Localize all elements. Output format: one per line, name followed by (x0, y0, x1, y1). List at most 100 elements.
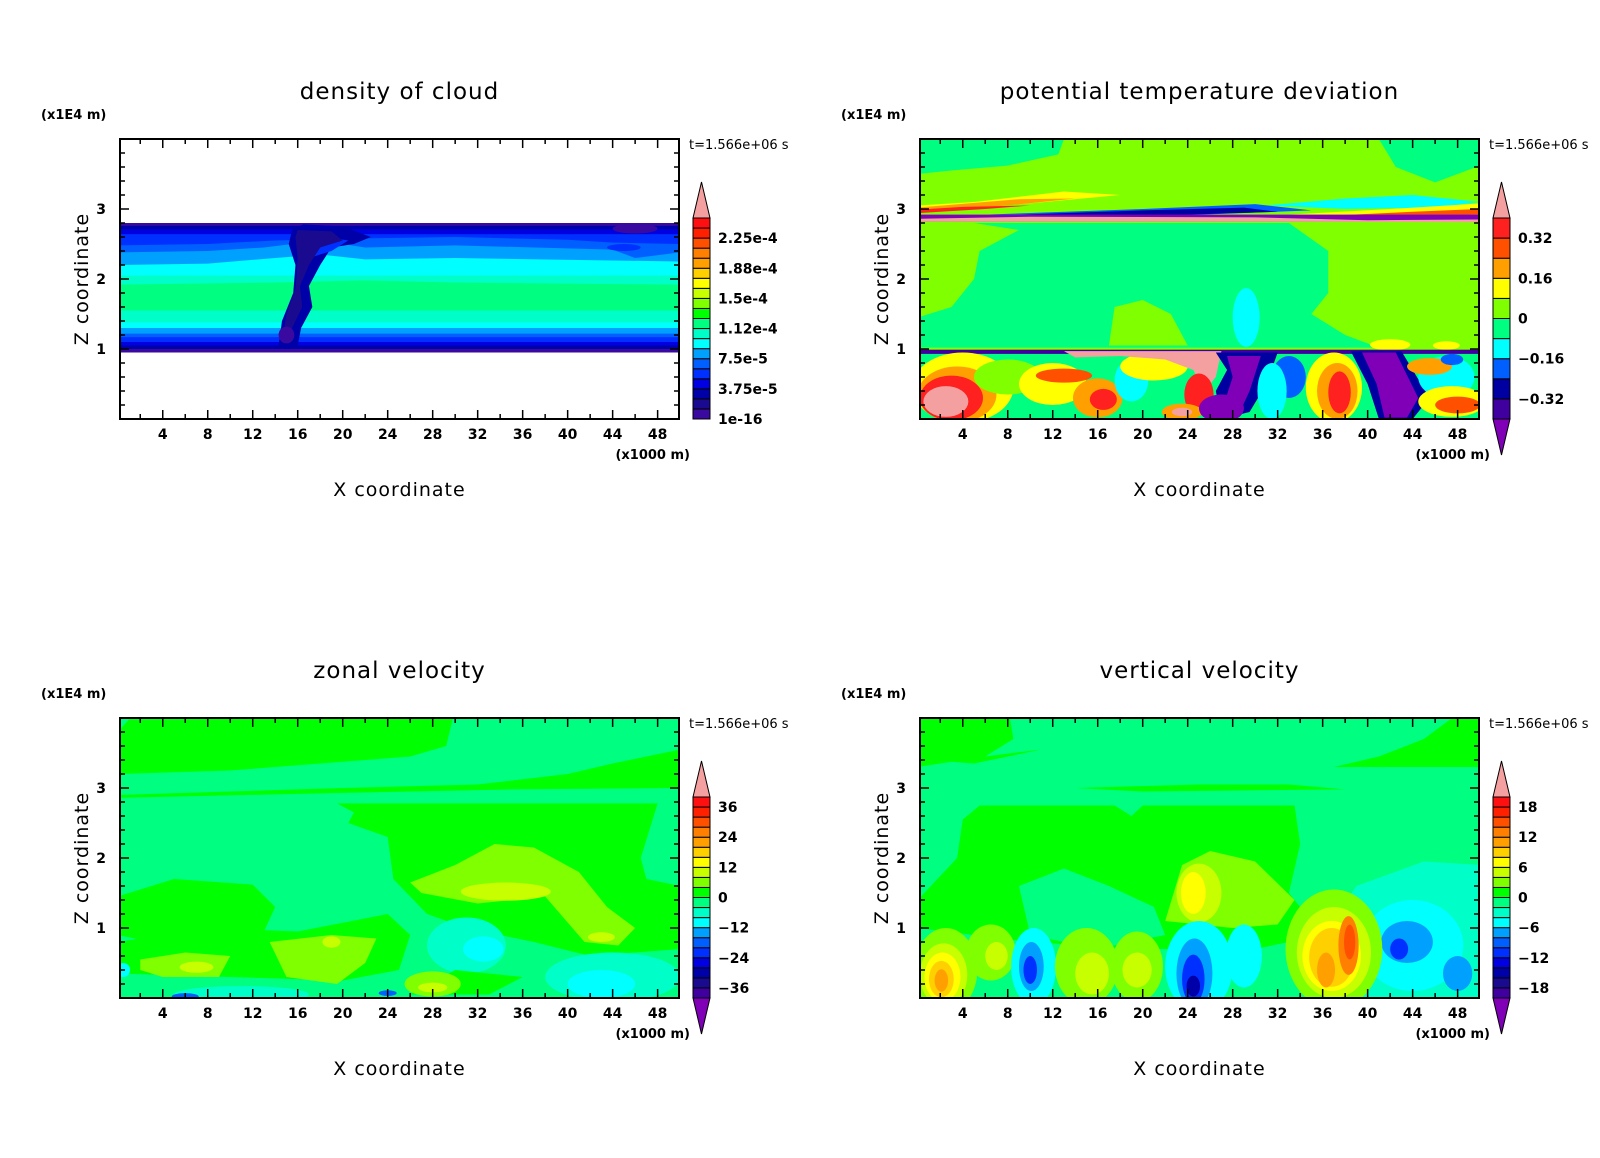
colorbar-under-triangle (1492, 418, 1511, 456)
colorbar-band (1492, 967, 1511, 979)
contour-region (612, 223, 658, 234)
x-tick-label: 40 (558, 1006, 578, 1022)
contour-region (1225, 924, 1262, 988)
colorbar-band (1492, 937, 1511, 949)
x-tick-label: 20 (1133, 427, 1153, 443)
x-tick-label: 4 (958, 427, 968, 443)
contour-region (923, 386, 969, 417)
colorbar-band (1492, 318, 1511, 340)
x-tick-label: 32 (468, 427, 487, 443)
contour-region (920, 205, 1031, 214)
contour-region (1063, 351, 1222, 391)
colorbar-label: −24 (718, 951, 749, 967)
colorbar-band (1492, 846, 1511, 858)
colorbar-label: 36 (718, 800, 737, 816)
colorbar-band (692, 846, 711, 858)
y-tick-label: 3 (896, 781, 906, 797)
contour-region (920, 216, 1479, 223)
contour-region (120, 963, 131, 977)
potential-temperature-colorbar: −0.32 −0.16 0 0.16 0.32 (1492, 181, 1564, 456)
contour-region (120, 718, 453, 774)
colorbar-band (1492, 826, 1511, 838)
contour-region (1186, 975, 1201, 997)
contour-region (587, 932, 615, 942)
x-tick-label: 44 (1403, 1006, 1423, 1022)
colorbar-label: 0 (718, 891, 728, 907)
colorbar-under-triangle (692, 997, 711, 1035)
colorbar-band (692, 297, 711, 309)
vertical-velocity-colorbar: −18 −12 −6 0 6 12 18 (1492, 760, 1549, 1035)
colorbar-band (692, 277, 711, 289)
contour-region (1018, 207, 1278, 216)
x-tick-label: 28 (423, 427, 442, 443)
colorbar-label: 0.32 (1518, 231, 1553, 247)
contour-region (322, 936, 341, 948)
x-tick-label: 28 (1223, 1006, 1242, 1022)
contour-region (1089, 388, 1117, 410)
y-tick-label: 3 (96, 202, 106, 218)
colorbar-band (1492, 338, 1511, 360)
contour-region (1407, 358, 1453, 375)
y-axis-label: Z coordinate (71, 792, 93, 924)
contour-region (1333, 718, 1479, 767)
colorbar-band (692, 378, 711, 390)
colorbar-label: −18 (1518, 981, 1549, 997)
colorbar-label: 7.5e-5 (718, 352, 768, 368)
contour-region (120, 280, 679, 311)
contour-region (179, 961, 214, 973)
y-axis-label: Z coordinate (871, 792, 893, 924)
colorbar-band (692, 227, 711, 239)
colorbar-band (692, 217, 711, 229)
contour-region (460, 882, 551, 901)
colorbar-band (1492, 886, 1511, 899)
colorbar-band (1492, 917, 1511, 929)
contour-region (1018, 868, 1166, 949)
colorbar-band (1492, 816, 1511, 828)
contour-region (1443, 956, 1473, 991)
colorbar-band (1492, 358, 1511, 380)
x-tick-label: 44 (603, 1006, 623, 1022)
colorbar-band (692, 977, 711, 989)
colorbar-band (1492, 856, 1511, 868)
contour-region (418, 982, 448, 993)
x-tick-label: 44 (603, 427, 623, 443)
x-tick-label: 24 (378, 427, 398, 443)
colorbar-band (692, 897, 711, 909)
colorbar-band (692, 927, 711, 939)
colorbar-band (692, 796, 711, 808)
colorbar-label: 12 (718, 860, 737, 876)
contour-region (1075, 952, 1109, 995)
x-tick-label: 40 (558, 427, 578, 443)
colorbar-over-triangle (1492, 760, 1511, 798)
colorbar-band (1492, 907, 1511, 919)
colorbar-label: 12 (1518, 830, 1537, 846)
contour-region (1075, 784, 1346, 792)
colorbar-band (692, 816, 711, 828)
x-tick-label: 20 (1133, 1006, 1153, 1022)
time-label: t=1.566e+06 s (1489, 717, 1589, 732)
y-tick-label: 3 (96, 781, 106, 797)
x-tick-label: 36 (513, 427, 532, 443)
colorbar-band (692, 947, 711, 959)
y-tick-label: 1 (896, 921, 906, 937)
y-unit-label: (x1E4 m) (41, 108, 106, 123)
colorbar-over-triangle (1492, 181, 1511, 219)
colorbar-band (692, 937, 711, 949)
x-tick-label: 4 (158, 427, 168, 443)
x-tick-label: 16 (1088, 1006, 1107, 1022)
x-tick-label: 20 (333, 427, 353, 443)
x-tick-label: 24 (1178, 427, 1198, 443)
y-tick-label: 2 (96, 272, 106, 288)
colorbar-band (692, 806, 711, 818)
contour-region (120, 749, 679, 798)
time-label: t=1.566e+06 s (689, 138, 789, 153)
contour-region (920, 139, 1064, 174)
colorbar-band (1492, 836, 1511, 848)
x-tick-label: 4 (158, 1006, 168, 1022)
contour-region (1344, 924, 1356, 960)
colorbar-label: 2.25e-4 (718, 231, 778, 247)
y-tick-label: 1 (96, 342, 106, 358)
colorbar-band (692, 967, 711, 979)
